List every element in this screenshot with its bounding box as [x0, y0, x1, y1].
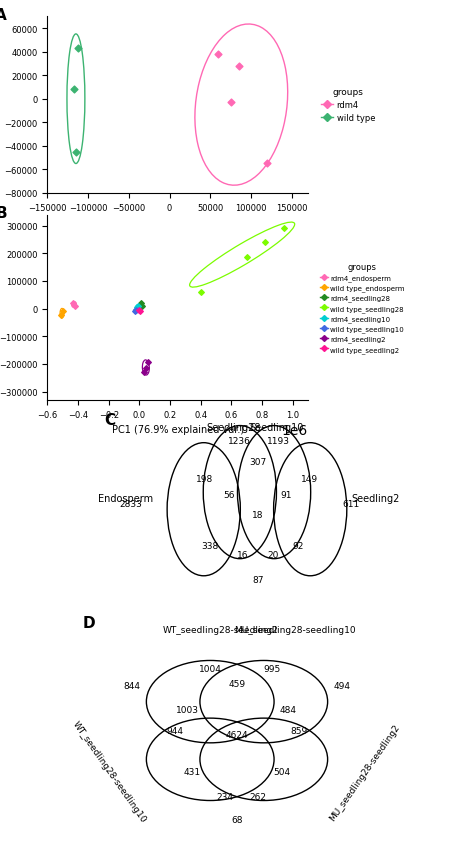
Point: [134, 300, 142, 313]
Text: 307: 307: [249, 458, 266, 467]
Text: 149: 149: [301, 474, 318, 484]
Text: B: B: [0, 206, 7, 221]
Text: 338: 338: [202, 542, 219, 550]
Text: 91: 91: [281, 490, 292, 499]
Text: 20: 20: [267, 551, 279, 560]
Point: [235, 59, 243, 73]
Text: Seedling2: Seedling2: [351, 493, 400, 503]
Text: MU_seedling28-seedling2: MU_seedling28-seedling2: [328, 722, 401, 821]
Point: [71, 300, 79, 313]
Text: 198: 198: [196, 474, 213, 484]
Text: 2833: 2833: [119, 499, 142, 509]
Point: [264, 158, 271, 171]
Point: [138, 300, 146, 313]
Text: 494: 494: [334, 681, 351, 690]
Point: [280, 222, 287, 236]
Point: [135, 304, 142, 318]
Point: [133, 301, 141, 315]
X-axis label: PC1 (75.1% explained var.): PC1 (75.1% explained var.): [111, 218, 244, 228]
Text: 459: 459: [228, 678, 246, 688]
Point: [57, 309, 65, 323]
Text: 92: 92: [292, 542, 303, 550]
Text: C: C: [104, 412, 115, 428]
Text: 431: 431: [183, 767, 200, 777]
Point: [72, 146, 80, 159]
Point: [137, 297, 145, 311]
Point: [137, 305, 144, 319]
Text: WT_seedling28-seedling2: WT_seedling28-seedling2: [163, 625, 278, 635]
Point: [142, 362, 149, 375]
Text: 844: 844: [123, 681, 140, 690]
Text: 262: 262: [249, 792, 266, 801]
Point: [131, 305, 138, 319]
Text: MU_seedling28-seedling10: MU_seedling28-seedling10: [234, 625, 356, 635]
Text: 484: 484: [280, 705, 297, 715]
Text: WT_seedling28-seedling10: WT_seedling28-seedling10: [71, 720, 148, 824]
Point: [261, 236, 269, 250]
Text: 234: 234: [216, 792, 233, 801]
Text: Seedling28: Seedling28: [206, 423, 260, 433]
Text: 68: 68: [231, 815, 243, 824]
Text: Seedling10: Seedling10: [250, 423, 304, 433]
Text: 504: 504: [274, 767, 291, 777]
Text: 611: 611: [342, 499, 360, 509]
Point: [71, 84, 78, 97]
Text: 944: 944: [167, 726, 184, 735]
Text: 1003: 1003: [176, 705, 199, 715]
Text: 56: 56: [224, 490, 235, 499]
Point: [59, 305, 66, 319]
Point: [227, 96, 235, 110]
Text: 87: 87: [252, 575, 264, 585]
Text: Endosperm: Endosperm: [98, 493, 153, 503]
Text: 1004: 1004: [199, 665, 222, 673]
Point: [215, 48, 222, 62]
Legend: rdm4_endosperm, wild type_endosperm, rdm4_seedling28, wild type_seedling28, rdm4: rdm4_endosperm, wild type_endosperm, rdm…: [317, 260, 407, 356]
Text: 1236: 1236: [228, 437, 250, 446]
Text: 859: 859: [290, 726, 308, 735]
Point: [74, 42, 82, 56]
X-axis label: PC1 (76.9% explained var.): PC1 (76.9% explained var.): [112, 424, 244, 435]
Point: [144, 356, 152, 370]
Point: [69, 297, 76, 311]
Point: [243, 251, 251, 265]
Text: 995: 995: [264, 665, 281, 673]
Text: 1193: 1193: [267, 437, 291, 446]
Point: [197, 286, 205, 300]
Point: [132, 304, 139, 318]
Point: [140, 366, 148, 380]
Text: A: A: [0, 9, 7, 23]
Text: 16: 16: [237, 551, 248, 560]
Text: 18: 18: [252, 511, 264, 520]
Text: D: D: [82, 616, 95, 630]
Text: 4624: 4624: [226, 730, 248, 740]
Legend: rdm4, wild type: rdm4, wild type: [318, 84, 378, 127]
